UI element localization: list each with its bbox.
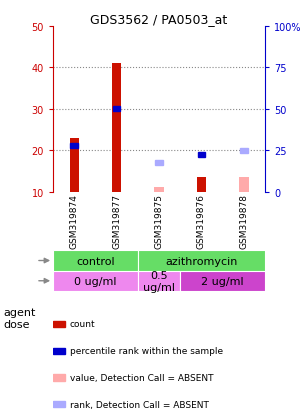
Text: 0.5
ug/ml: 0.5 ug/ml bbox=[143, 270, 175, 292]
Title: GDS3562 / PA0503_at: GDS3562 / PA0503_at bbox=[91, 13, 228, 26]
Bar bbox=[112, 64, 121, 192]
Bar bbox=[70, 138, 79, 192]
Bar bbox=[138, 251, 265, 271]
Bar bbox=[53, 271, 138, 291]
Text: value, Detection Call = ABSENT: value, Detection Call = ABSENT bbox=[70, 373, 214, 382]
Bar bbox=[198, 152, 205, 157]
Text: GSM319874: GSM319874 bbox=[70, 194, 79, 249]
Text: dose: dose bbox=[3, 319, 29, 329]
Bar bbox=[239, 178, 248, 192]
Bar bbox=[240, 148, 248, 153]
Bar bbox=[53, 321, 65, 327]
Bar bbox=[53, 348, 65, 354]
Bar bbox=[180, 271, 265, 291]
Bar bbox=[155, 188, 164, 192]
Text: rank, Detection Call = ABSENT: rank, Detection Call = ABSENT bbox=[70, 400, 209, 409]
Text: GSM319878: GSM319878 bbox=[239, 194, 248, 249]
Bar bbox=[197, 178, 206, 192]
Bar bbox=[138, 271, 180, 291]
Text: agent: agent bbox=[3, 307, 35, 317]
Text: GSM319875: GSM319875 bbox=[155, 194, 164, 249]
Bar bbox=[70, 144, 78, 149]
Bar bbox=[155, 161, 163, 166]
Text: count: count bbox=[70, 320, 96, 329]
Bar bbox=[53, 251, 138, 271]
Text: 2 ug/ml: 2 ug/ml bbox=[201, 276, 244, 286]
Bar bbox=[53, 401, 65, 408]
Text: 0 ug/ml: 0 ug/ml bbox=[74, 276, 117, 286]
Text: percentile rank within the sample: percentile rank within the sample bbox=[70, 347, 223, 355]
Bar bbox=[53, 375, 65, 381]
Text: GSM319877: GSM319877 bbox=[112, 194, 121, 249]
Text: control: control bbox=[76, 256, 115, 266]
Bar bbox=[113, 107, 121, 112]
Text: GSM319876: GSM319876 bbox=[197, 194, 206, 249]
Text: azithromycin: azithromycin bbox=[165, 256, 238, 266]
